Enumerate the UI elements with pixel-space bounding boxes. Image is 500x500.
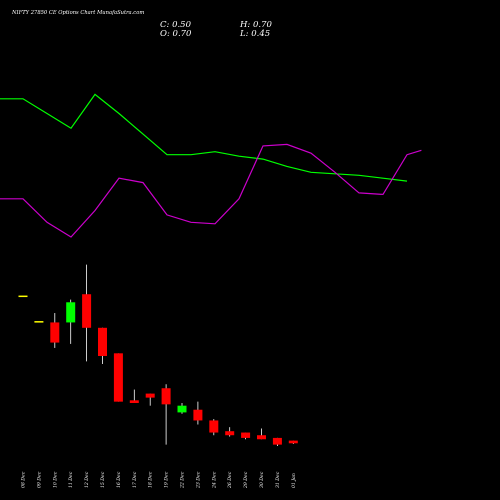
- x-tick-label: 29 Dec: [243, 471, 249, 489]
- candle: [113, 353, 123, 402]
- x-tick-label: 19 Dec: [164, 471, 170, 488]
- candle-body: [145, 393, 155, 398]
- candle-body: [161, 388, 171, 405]
- candle: [66, 299, 76, 344]
- candle-body: [272, 437, 282, 445]
- candle-body: [241, 432, 251, 438]
- candle: [209, 419, 219, 436]
- x-tick-label: 24 Dec: [211, 471, 217, 489]
- candle-body: [225, 431, 235, 436]
- candle-body: [98, 327, 107, 356]
- candles: [18, 264, 298, 446]
- candle-body: [288, 440, 298, 444]
- x-tick-label: 22 Dec: [180, 471, 186, 489]
- candle-body: [209, 420, 219, 433]
- candle-body: [66, 302, 76, 323]
- candle: [177, 403, 187, 414]
- candle-body: [18, 295, 28, 298]
- x-tick-label: 17 Dec: [132, 471, 138, 488]
- candle-body: [34, 321, 44, 323]
- x-axis-ticks: 08 Dec 09 Dec 10 Dec 11 Dec 12 Dec 15 Dec 16 D…: [21, 471, 297, 489]
- x-tick-label: 11 Dec: [68, 471, 74, 488]
- x-tick-label: 01 Jan: [291, 473, 297, 488]
- x-tick-label: 31 Dec: [275, 471, 281, 488]
- candle: [193, 401, 203, 425]
- candle: [288, 440, 298, 444]
- open-value: O: 0.70: [160, 29, 192, 39]
- candle-body: [50, 322, 60, 343]
- candle: [34, 321, 44, 323]
- candle-body: [193, 409, 203, 421]
- low-value: L: 0.45: [239, 29, 270, 39]
- magenta-line: [0, 143, 422, 238]
- x-tick-label: 26 Dec: [227, 471, 233, 489]
- candle-body: [257, 435, 266, 440]
- candle: [257, 428, 266, 440]
- indicator-lines: [0, 93, 422, 238]
- x-tick-label: 23 Dec: [195, 471, 201, 489]
- x-tick-label: 12 Dec: [84, 471, 90, 488]
- x-tick-label: 16 Dec: [116, 471, 122, 488]
- candle: [129, 389, 139, 403]
- x-tick-label: 08 Dec: [21, 471, 27, 488]
- candle: [18, 295, 28, 298]
- candle: [241, 432, 251, 440]
- x-tick-label: 09 Dec: [36, 471, 42, 488]
- x-tick-label: 10 Dec: [52, 471, 58, 488]
- x-tick-label: 15 Dec: [100, 471, 106, 488]
- high-value: H: 0.70: [239, 20, 272, 30]
- candle: [145, 393, 155, 406]
- close-value: C: 0.50: [160, 20, 192, 30]
- candle-body: [177, 405, 187, 413]
- chart-title: NIFTY 27850 CE Options Chart MunafaSutra…: [11, 10, 144, 16]
- candle: [98, 327, 107, 365]
- x-tick-label: 18 Dec: [148, 471, 154, 488]
- green-line: [0, 93, 408, 182]
- candle: [225, 427, 235, 437]
- candle: [50, 313, 60, 348]
- candle: [82, 264, 92, 362]
- candle-body: [113, 353, 123, 402]
- x-tick-label: 30 Dec: [259, 471, 265, 488]
- candle-body: [82, 294, 92, 328]
- candle-body: [129, 400, 139, 403]
- candle: [161, 384, 171, 445]
- candle: [272, 437, 282, 446]
